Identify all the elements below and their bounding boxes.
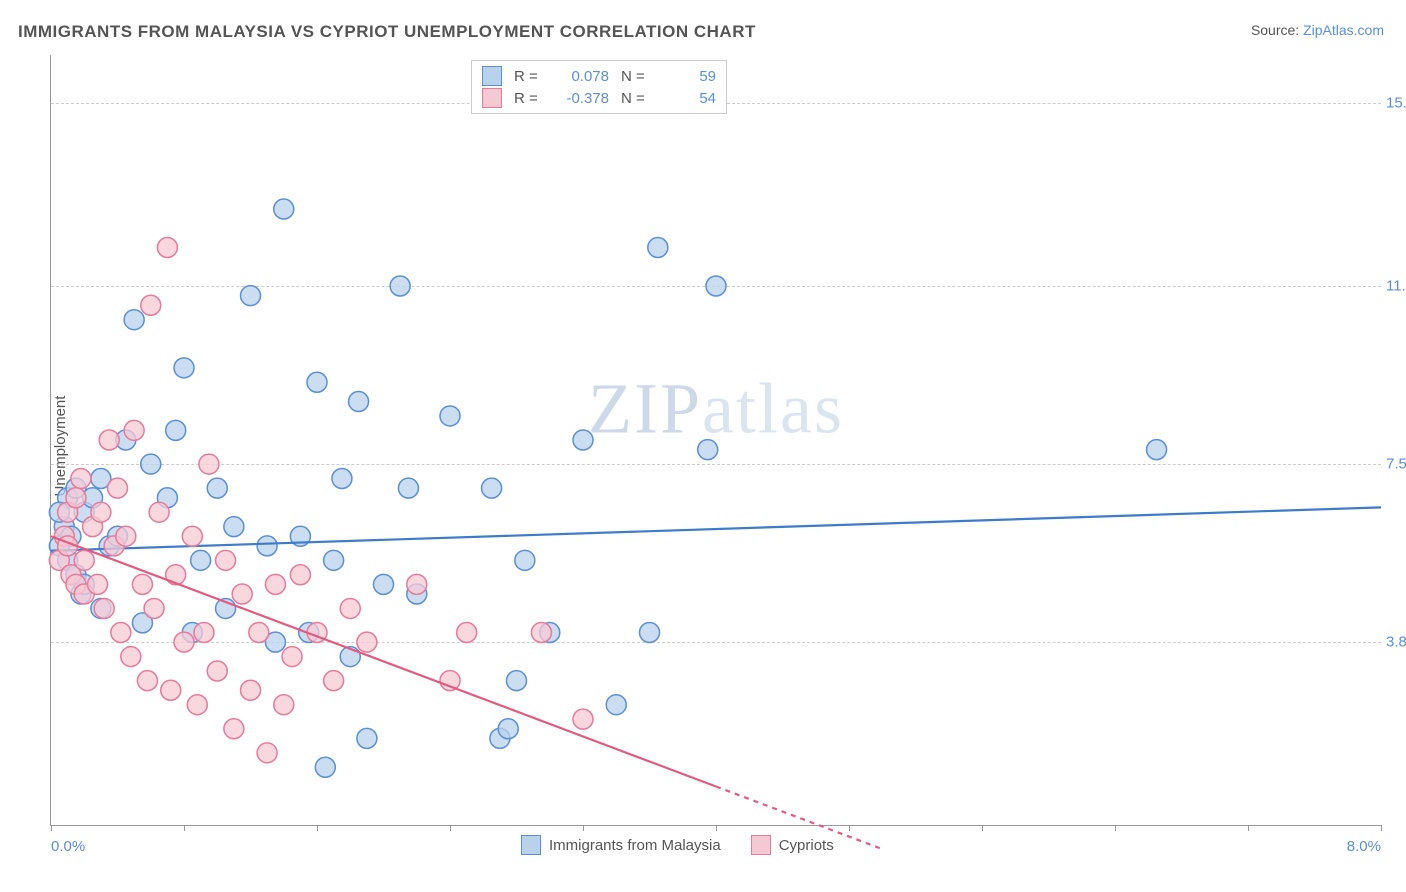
chart-title: IMMIGRANTS FROM MALAYSIA VS CYPRIOT UNEM…: [18, 22, 756, 42]
legend-item-2: Cypriots: [751, 835, 834, 855]
swatch-series-2-icon: [751, 835, 771, 855]
scatter-svg: [51, 55, 1381, 825]
source-attribution: Source: ZipAtlas.com: [1251, 22, 1384, 38]
r-label: R =: [514, 68, 542, 85]
swatch-series-1-icon: [521, 835, 541, 855]
n-value-1: 59: [661, 68, 716, 85]
legend-label-2: Cypriots: [779, 837, 834, 854]
r-label: R =: [514, 90, 542, 107]
x-label-min: 0.0%: [51, 838, 85, 855]
n-label: N =: [621, 68, 649, 85]
swatch-series-1: [482, 66, 502, 86]
legend-label-1: Immigrants from Malaysia: [549, 837, 721, 854]
source-link[interactable]: ZipAtlas.com: [1303, 22, 1384, 38]
n-value-2: 54: [661, 90, 716, 107]
plot-area: ZIPatlas 3.8%7.5%11.2%15.0% R = 0.078 N …: [50, 55, 1381, 826]
series-legend: Immigrants from Malaysia Cypriots: [521, 835, 834, 855]
correlation-row-2: R = -0.378 N = 54: [482, 87, 716, 109]
source-label: Source:: [1251, 22, 1303, 38]
chart-container: IMMIGRANTS FROM MALAYSIA VS CYPRIOT UNEM…: [0, 0, 1406, 892]
r-value-1: 0.078: [554, 68, 609, 85]
x-label-max: 8.0%: [1347, 838, 1381, 855]
legend-item-1: Immigrants from Malaysia: [521, 835, 721, 855]
correlation-row-1: R = 0.078 N = 59: [482, 65, 716, 87]
r-value-2: -0.378: [554, 90, 609, 107]
correlation-legend: R = 0.078 N = 59 R = -0.378 N = 54: [471, 60, 727, 114]
n-label: N =: [621, 90, 649, 107]
swatch-series-2: [482, 88, 502, 108]
